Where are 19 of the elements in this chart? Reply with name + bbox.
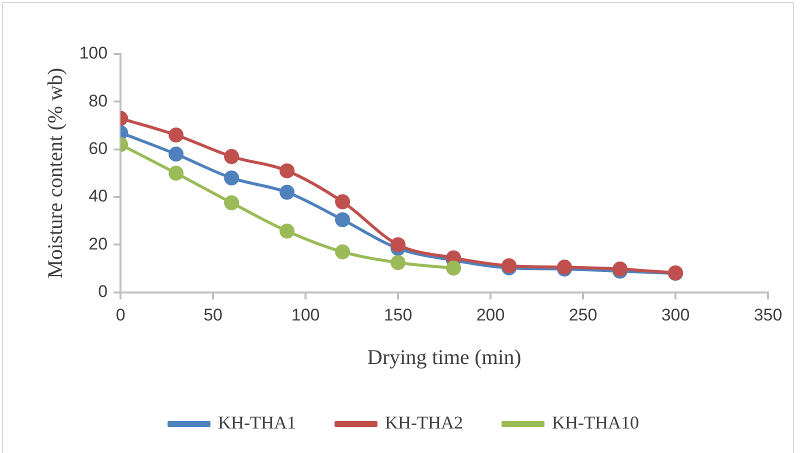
y-tick-label: 100 [79,44,108,63]
x-tick-label: 200 [476,305,505,324]
x-tick-label: 350 [754,305,782,324]
y-tick-label: 80 [88,91,108,110]
x-tick-label: 50 [204,305,223,324]
legend-label: KH-THA1 [218,412,296,433]
legend-label: KH-THA10 [552,412,639,433]
x-tick-label: 0 [116,305,126,324]
x-tick-label: 300 [661,305,690,324]
x-tick-label: 150 [384,305,412,324]
x-axis-title: Drying time (min) [367,344,522,369]
x-tick-label: 250 [568,305,598,324]
x-tick-label: 100 [291,305,320,324]
legend-label: KH-THA2 [385,412,464,433]
y-tick-label: 0 [98,282,108,302]
y-axis-title: Moisture content (% wb) [43,68,68,278]
y-tick-label: 40 [88,186,108,206]
y-tick-label: 20 [88,234,108,254]
y-tick-label: 60 [88,139,108,158]
